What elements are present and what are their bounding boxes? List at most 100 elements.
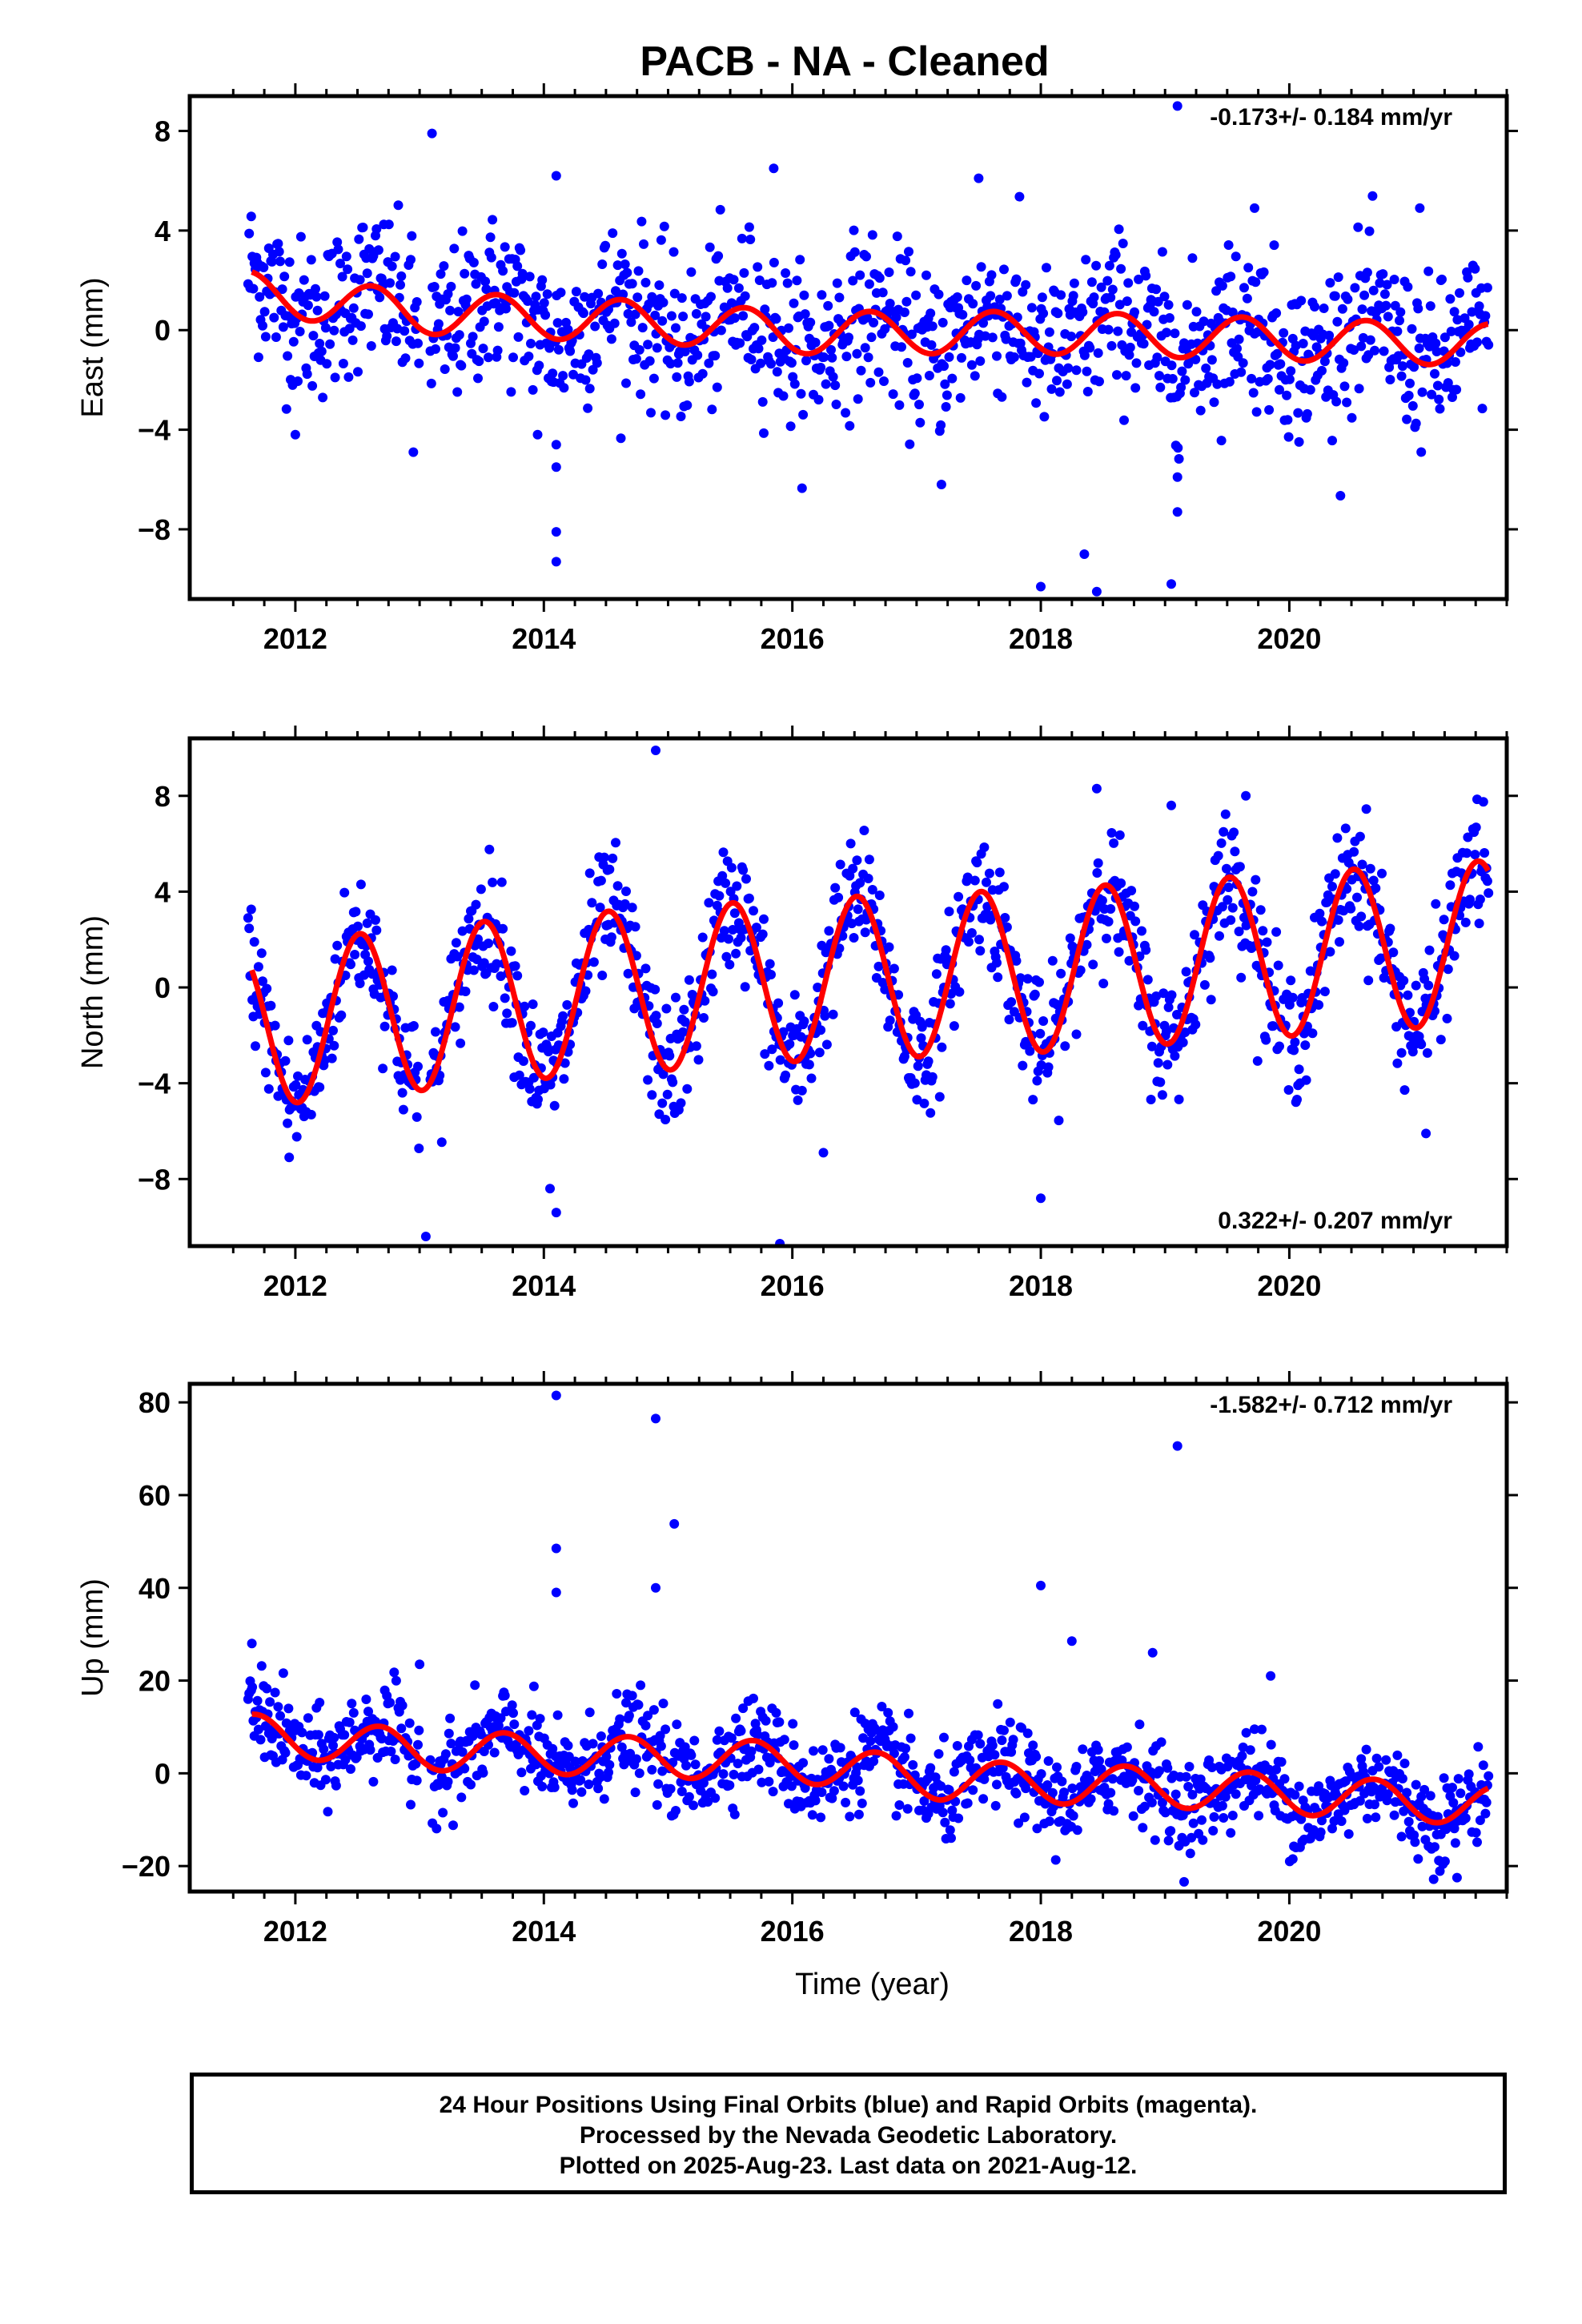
up-data-point: [1464, 1769, 1474, 1779]
up-data-point: [1208, 1826, 1219, 1835]
up-data-point: [390, 1755, 400, 1764]
north-data-point: [1399, 975, 1409, 986]
east-data-point: [1337, 304, 1347, 314]
east-data-point: [343, 372, 354, 382]
north-data-point: [1206, 995, 1216, 1005]
up-plot-area: [243, 1390, 1494, 1887]
north-data-point: [721, 951, 732, 962]
up-data-point: [527, 1710, 537, 1720]
up-data-point: [466, 1779, 476, 1790]
east-data-point: [597, 259, 608, 269]
up-data-point: [810, 1795, 821, 1806]
east-data-point: [302, 369, 312, 380]
east-data-point: [861, 251, 871, 262]
north-data-point: [1004, 1015, 1014, 1025]
north-data-point: [1330, 869, 1340, 879]
east-data-point: [1325, 278, 1335, 288]
up-data-point: [845, 1811, 855, 1822]
east-data-point: [637, 323, 648, 333]
east-data-point: [509, 287, 520, 298]
up-data-point: [1150, 1835, 1160, 1845]
north-data-point: [1098, 979, 1109, 989]
north-data-point: [397, 1088, 408, 1098]
north-data-point: [595, 903, 605, 913]
east-data-point: [354, 234, 364, 244]
up-data-point: [320, 1775, 331, 1785]
up-data-point: [899, 1752, 909, 1763]
north-data-point: [1060, 1041, 1070, 1051]
up-data-point: [339, 1730, 350, 1740]
up-data-point: [1059, 1787, 1069, 1798]
x-tick-label: 2014: [512, 1269, 576, 1302]
x-tick-label: 2012: [263, 1915, 327, 1948]
north-data-point: [1258, 926, 1268, 936]
up-axis-title: Up (mm): [76, 1578, 110, 1697]
north-data-point: [350, 950, 360, 959]
east-data-point: [1227, 308, 1238, 317]
east-data-point: [654, 280, 665, 291]
up-data-point: [570, 1756, 580, 1767]
x-tick-label: 2014: [512, 1915, 576, 1948]
east-data-point: [623, 308, 633, 319]
east-data-point: [492, 345, 503, 356]
east-data-point: [1264, 404, 1275, 415]
east-data-point: [646, 408, 656, 418]
east-data-point: [390, 251, 400, 262]
east-data-point: [609, 318, 620, 328]
north-data-point: [1482, 876, 1492, 887]
up-data-point: [1188, 1818, 1199, 1828]
up-data-point: [824, 1754, 834, 1764]
east-data-point: [436, 269, 446, 279]
east-data-point: [722, 283, 733, 293]
east-data-point: [737, 233, 747, 243]
east-data-point: [841, 352, 852, 362]
east-data-point: [849, 225, 859, 235]
north-data-point: [1223, 883, 1234, 892]
up-data-point: [595, 1772, 605, 1783]
east-rate-label: -0.173+/- 0.184 mm/yr: [1210, 104, 1452, 131]
up-data-point: [1439, 1856, 1450, 1867]
east-data-point: [1298, 339, 1308, 348]
east-data-point: [1155, 382, 1166, 392]
up-data-point: [413, 1739, 423, 1750]
east-data-point: [269, 312, 279, 323]
up-data-point: [939, 1732, 949, 1743]
up-data-point: [1043, 1756, 1054, 1766]
up-data-point: [1251, 1775, 1261, 1786]
up-data-point: [1157, 1798, 1167, 1807]
east-data-point: [885, 299, 895, 308]
east-data-point: [772, 367, 782, 377]
north-data-point: [799, 1016, 809, 1027]
east-data-point: [856, 365, 866, 376]
up-data-point: [869, 1756, 879, 1767]
x-tick-label: 2016: [761, 622, 825, 655]
east-data-point: [1026, 303, 1037, 313]
north-data-point: [1407, 1047, 1418, 1057]
north-data-point: [355, 979, 365, 988]
up-data-point: [1106, 1787, 1116, 1798]
up-data-point: [1226, 1827, 1236, 1838]
north-data-point: [972, 858, 982, 868]
north-data-point: [863, 874, 873, 883]
north-panel: −8 −4 0 4 8 2012 2014 2016 2018 2020 North (mm) 0.3…: [76, 726, 1518, 1302]
up-data-point: [275, 1711, 285, 1721]
up-data-point: [1183, 1782, 1194, 1791]
north-data-point: [1275, 1041, 1284, 1051]
east-data-point: [1093, 348, 1103, 358]
up-data-point: [319, 1744, 329, 1755]
up-outlier-point: [1066, 1636, 1077, 1647]
east-data-point: [1472, 337, 1482, 348]
north-data-point: [500, 993, 510, 1003]
north-data-point: [379, 1021, 390, 1031]
north-data-point: [1015, 973, 1026, 983]
up-data-point: [889, 1748, 899, 1759]
up-data-point: [703, 1797, 713, 1807]
up-data-point: [973, 1730, 983, 1740]
east-data-point: [1174, 454, 1184, 464]
east-data-point: [1212, 379, 1223, 389]
north-data-point: [621, 887, 631, 896]
north-data-point: [931, 969, 942, 979]
up-data-point: [919, 1796, 930, 1806]
east-data-point: [817, 290, 827, 300]
east-data-point: [1078, 307, 1088, 317]
